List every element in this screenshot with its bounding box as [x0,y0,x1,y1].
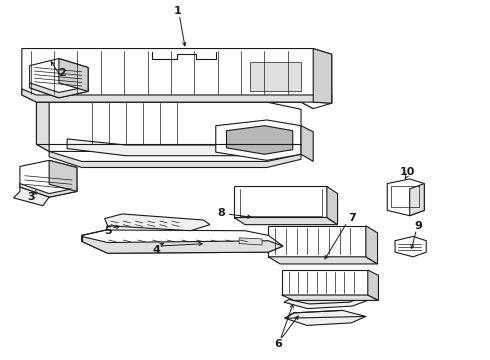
Polygon shape [250,62,301,91]
Text: 8: 8 [218,208,225,218]
Polygon shape [82,230,283,253]
Polygon shape [59,59,88,91]
Polygon shape [387,179,424,216]
Polygon shape [20,184,77,197]
Polygon shape [368,270,378,300]
Polygon shape [36,102,49,152]
Polygon shape [36,95,313,109]
Polygon shape [22,49,332,109]
Polygon shape [395,237,426,257]
Polygon shape [36,102,301,152]
Polygon shape [290,297,361,304]
Polygon shape [49,160,77,192]
Text: 2: 2 [58,68,66,78]
Polygon shape [313,49,332,103]
Polygon shape [269,226,366,257]
Polygon shape [284,295,368,309]
Text: 9: 9 [414,221,422,231]
Polygon shape [105,214,210,231]
Text: 3: 3 [28,192,35,202]
Polygon shape [282,295,378,300]
Polygon shape [82,237,283,253]
Polygon shape [234,186,327,217]
Polygon shape [22,89,332,103]
Polygon shape [410,184,424,216]
Polygon shape [30,59,88,98]
Polygon shape [282,270,368,295]
Polygon shape [49,152,301,167]
Polygon shape [366,226,377,264]
Polygon shape [285,310,366,325]
Polygon shape [327,186,338,225]
Text: 6: 6 [274,339,282,348]
Text: 7: 7 [348,213,356,223]
Polygon shape [30,83,88,98]
Polygon shape [269,257,377,264]
Polygon shape [234,217,338,225]
Polygon shape [20,160,77,197]
Text: 10: 10 [399,167,415,177]
Polygon shape [239,238,262,245]
Text: 5: 5 [104,226,111,236]
Polygon shape [301,126,313,161]
Polygon shape [226,126,293,154]
Text: 4: 4 [152,245,160,255]
Polygon shape [216,120,301,160]
Text: 1: 1 [174,6,182,17]
Polygon shape [14,187,49,206]
Polygon shape [67,139,293,156]
